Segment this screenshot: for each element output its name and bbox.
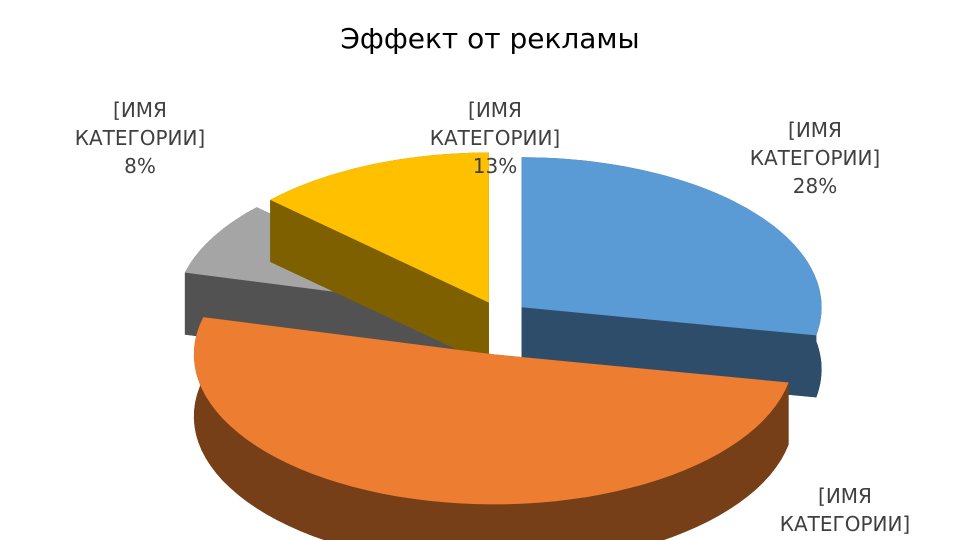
slice-side	[193, 317, 789, 540]
data-label: 13%	[472, 154, 518, 178]
slice-side	[270, 199, 489, 365]
slice	[521, 157, 822, 336]
category-label: [ИМЯ КАТЕГОРИИ]	[74, 98, 206, 150]
chart-title: Эффект от рекламы	[340, 22, 640, 55]
data-label: 28%	[792, 174, 838, 198]
category-label: [ИМЯ КАТЕГОРИИ]	[749, 118, 881, 170]
data-label: 8%	[124, 154, 156, 178]
category-label: [ИМЯ КАТЕГОРИИ]	[779, 484, 911, 536]
slice	[193, 317, 789, 505]
slice	[270, 152, 489, 303]
category-label: [ИМЯ КАТЕГОРИИ]	[429, 98, 561, 150]
